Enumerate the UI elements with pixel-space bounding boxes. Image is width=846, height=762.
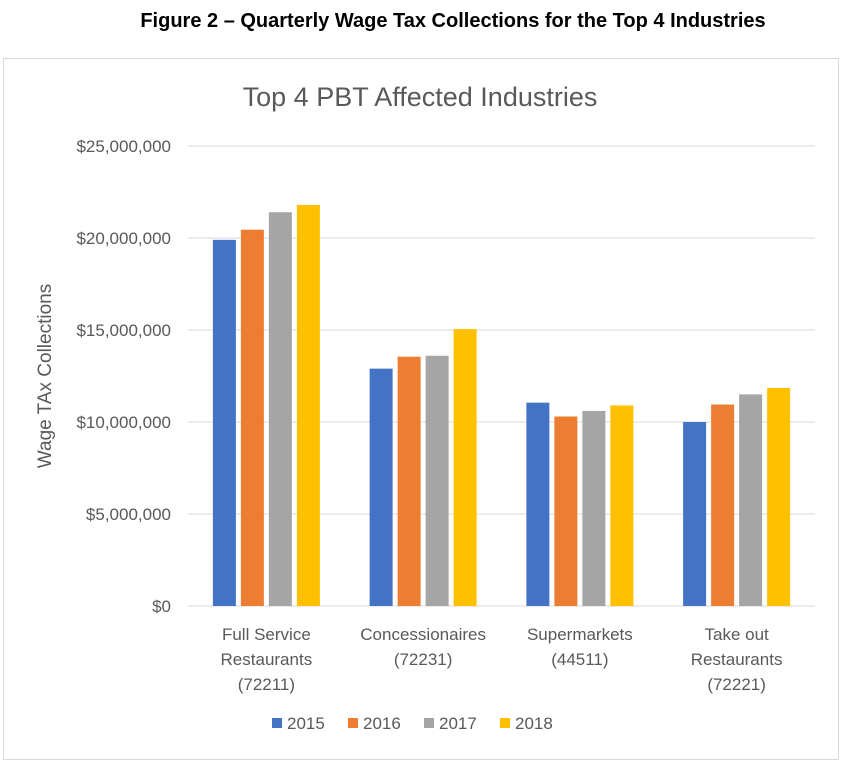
chart-title: Top 4 PBT Affected Industries xyxy=(243,82,598,112)
x-tick-label: (44511) xyxy=(551,650,608,669)
legend-label: 2016 xyxy=(363,714,401,733)
y-tick-label: $20,000,000 xyxy=(76,229,171,248)
bar-2016 xyxy=(397,356,421,606)
figure-caption: Figure 2 – Quarterly Wage Tax Collection… xyxy=(140,10,766,32)
bars xyxy=(212,204,791,607)
bar-2015 xyxy=(212,239,236,606)
bar-2015 xyxy=(683,422,707,606)
legend-swatch xyxy=(500,718,510,728)
legend-swatch xyxy=(424,718,434,728)
x-tick-label: Concessionaires xyxy=(360,625,486,644)
legend-label: 2017 xyxy=(439,714,477,733)
x-tick-label: Restaurants xyxy=(691,650,783,669)
legend-label: 2018 xyxy=(515,714,553,733)
gridlines xyxy=(188,145,815,607)
bar-2015 xyxy=(526,402,550,606)
x-tick-labels: Full Service Restaurants (72211) Concession… xyxy=(221,625,783,694)
y-tick-label: $25,000,000 xyxy=(76,137,171,156)
legend-swatch xyxy=(348,718,358,728)
bar-2017 xyxy=(425,355,449,606)
x-tick-label: Take out xyxy=(704,625,769,644)
bar-2016 xyxy=(554,416,578,606)
bar-2018 xyxy=(610,405,634,606)
y-tick-label: $0 xyxy=(152,597,171,616)
bar-2017 xyxy=(582,410,606,606)
x-tick-label: Restaurants xyxy=(221,650,313,669)
x-tick-label: Full Service xyxy=(222,625,311,644)
y-axis-label: Wage TAx Collections xyxy=(35,284,56,468)
chart-frame xyxy=(3,58,839,760)
legend: 2015 2016 2017 2018 xyxy=(272,714,553,733)
legend-swatch xyxy=(272,718,282,728)
bar-2018 xyxy=(453,329,477,606)
x-tick-label: (72221) xyxy=(707,675,766,694)
bar-2018 xyxy=(767,387,791,606)
bar-2018 xyxy=(296,204,320,606)
bar-2016 xyxy=(240,229,264,606)
x-tick-label: (72211) xyxy=(238,675,295,694)
bar-2015 xyxy=(369,368,393,606)
x-tick-label: Supermarkets xyxy=(527,625,633,644)
y-tick-label: $15,000,000 xyxy=(76,321,171,340)
x-tick-label: (72231) xyxy=(394,650,453,669)
bar-2016 xyxy=(711,404,735,606)
bar-2017 xyxy=(268,212,292,607)
y-tick-label: $10,000,000 xyxy=(76,413,171,432)
y-tick-label: $5,000,000 xyxy=(86,505,171,524)
legend-label: 2015 xyxy=(287,714,325,733)
y-tick-labels: $0 $5,000,000 $10,000,000 $15,000,000 $20,00… xyxy=(76,137,171,616)
bar-2017 xyxy=(739,394,763,606)
